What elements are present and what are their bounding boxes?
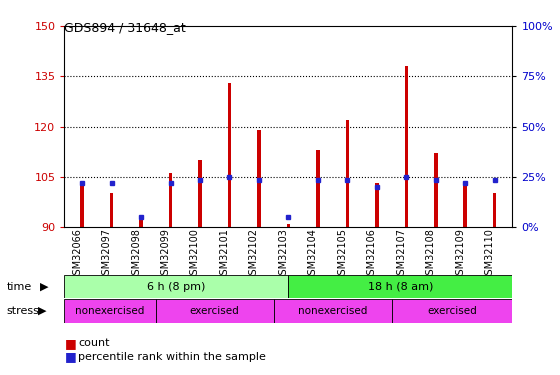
Bar xyxy=(404,66,408,227)
Text: ▶: ▶ xyxy=(40,282,49,291)
Bar xyxy=(493,194,497,227)
Bar xyxy=(64,299,156,322)
Bar xyxy=(375,183,379,227)
Text: count: count xyxy=(78,338,110,348)
Bar xyxy=(288,275,512,298)
Bar xyxy=(464,183,467,227)
Text: ■: ■ xyxy=(64,337,76,350)
Text: time: time xyxy=(7,282,32,291)
Bar xyxy=(228,83,231,227)
Bar xyxy=(198,160,202,227)
Bar xyxy=(287,224,290,227)
Bar xyxy=(156,299,274,322)
Bar xyxy=(346,120,349,227)
Bar xyxy=(64,275,288,298)
Bar xyxy=(434,153,437,227)
Bar xyxy=(169,173,172,227)
Text: exercised: exercised xyxy=(427,306,477,316)
Text: nonexercised: nonexercised xyxy=(76,306,145,316)
Bar xyxy=(139,220,143,227)
Bar xyxy=(110,194,113,227)
Text: percentile rank within the sample: percentile rank within the sample xyxy=(78,352,266,362)
Text: nonexercised: nonexercised xyxy=(298,306,367,316)
Bar xyxy=(274,299,391,322)
Text: ▶: ▶ xyxy=(38,306,46,316)
Text: GDS894 / 31648_at: GDS894 / 31648_at xyxy=(64,21,186,34)
Text: stress: stress xyxy=(7,306,40,316)
Bar xyxy=(316,150,320,227)
Text: exercised: exercised xyxy=(190,306,240,316)
Text: 6 h (8 pm): 6 h (8 pm) xyxy=(147,282,206,291)
Bar xyxy=(391,299,512,322)
Bar xyxy=(257,130,261,227)
Bar xyxy=(80,183,84,227)
Text: 18 h (8 am): 18 h (8 am) xyxy=(368,282,433,291)
Text: ■: ■ xyxy=(64,351,76,363)
